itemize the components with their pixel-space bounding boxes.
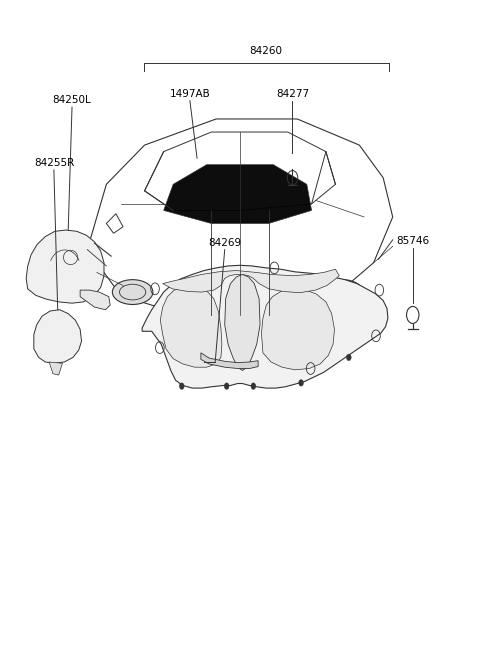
Polygon shape <box>142 265 388 388</box>
Ellipse shape <box>323 279 363 304</box>
Polygon shape <box>262 289 335 370</box>
Text: 84250L: 84250L <box>53 95 91 105</box>
Text: 1497AB: 1497AB <box>169 89 210 98</box>
Polygon shape <box>164 165 312 224</box>
Polygon shape <box>80 290 110 310</box>
Circle shape <box>224 383 229 390</box>
Text: 84277: 84277 <box>276 89 309 98</box>
Text: 84255R: 84255R <box>34 158 74 168</box>
Text: 84269: 84269 <box>208 237 241 248</box>
Polygon shape <box>201 353 258 369</box>
Polygon shape <box>26 230 104 303</box>
Polygon shape <box>163 269 339 293</box>
Text: 85746: 85746 <box>396 236 429 247</box>
Circle shape <box>251 383 256 390</box>
Circle shape <box>347 354 351 361</box>
Polygon shape <box>225 274 260 371</box>
Circle shape <box>299 380 303 386</box>
Text: 84260: 84260 <box>250 46 283 56</box>
Polygon shape <box>34 310 82 363</box>
Circle shape <box>180 383 184 390</box>
Ellipse shape <box>112 279 153 304</box>
Polygon shape <box>49 362 62 375</box>
Polygon shape <box>160 287 222 367</box>
